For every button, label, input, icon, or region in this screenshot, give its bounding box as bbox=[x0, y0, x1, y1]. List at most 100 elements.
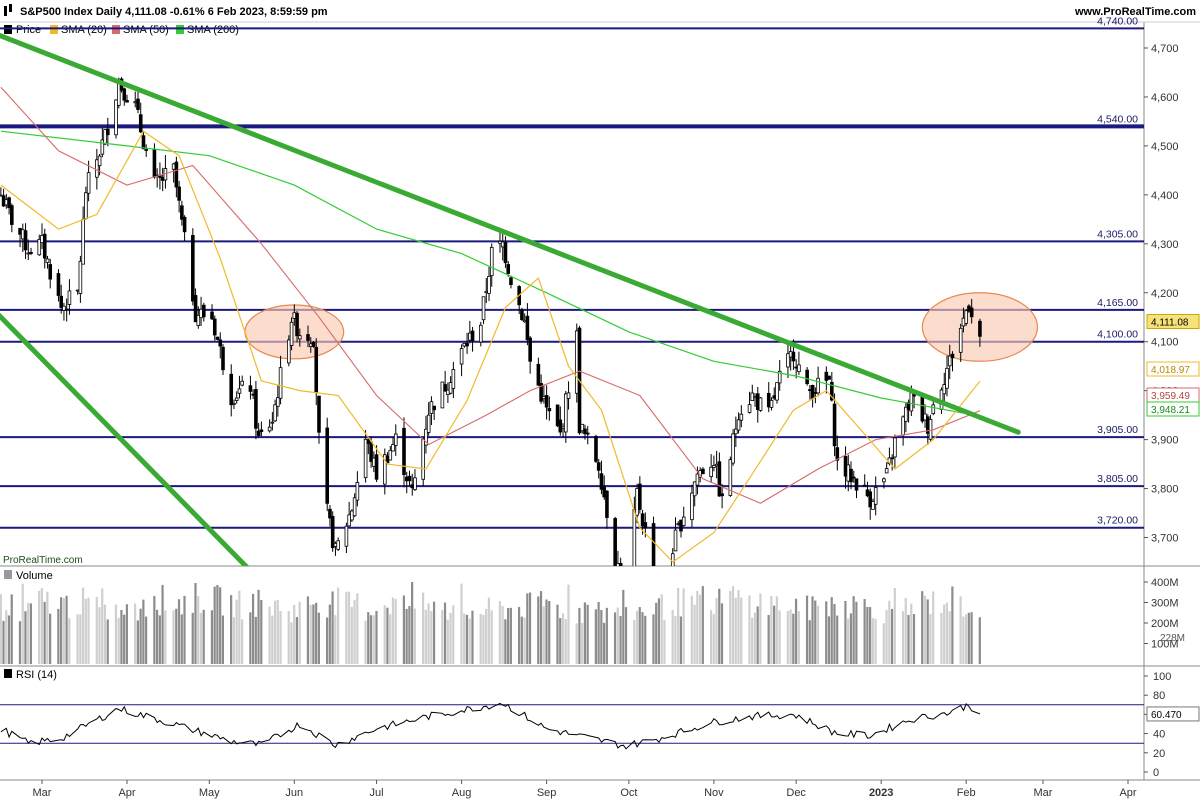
candle-body bbox=[827, 375, 831, 380]
site-url[interactable]: www.ProRealTime.com bbox=[1074, 6, 1196, 18]
volume-bar bbox=[240, 619, 244, 664]
volume-bar bbox=[594, 609, 597, 664]
candle-body bbox=[426, 414, 431, 433]
candle-body bbox=[229, 373, 234, 406]
candle-body bbox=[558, 419, 563, 433]
volume-bar bbox=[134, 603, 137, 664]
volume-tick-label: 300M bbox=[1151, 598, 1179, 610]
volume-bar bbox=[191, 612, 194, 664]
volume-bar bbox=[312, 604, 315, 664]
candle-body bbox=[622, 578, 625, 579]
volume-bar bbox=[194, 583, 197, 664]
volume-bar bbox=[600, 609, 603, 664]
trendline bbox=[0, 32, 1021, 435]
volume-bar bbox=[175, 608, 178, 664]
month-tick-label: Mar bbox=[33, 787, 52, 799]
panel-frames bbox=[0, 21, 1200, 781]
volume-bar bbox=[740, 597, 743, 664]
candle-body bbox=[470, 330, 475, 342]
candle-body bbox=[210, 311, 214, 320]
volume-bar bbox=[0, 594, 2, 664]
volume-bar bbox=[235, 599, 238, 664]
candle-body bbox=[596, 462, 601, 471]
volume-bar bbox=[624, 607, 628, 664]
volume-bar bbox=[849, 613, 853, 664]
volume-bar bbox=[825, 601, 828, 664]
volume-bar bbox=[827, 616, 831, 664]
volume-bar bbox=[910, 603, 913, 664]
volume-bar bbox=[260, 600, 263, 664]
volume-bar bbox=[830, 597, 833, 664]
legend-volume: Volume bbox=[16, 570, 53, 582]
volume-bar bbox=[411, 581, 414, 664]
candle-body bbox=[942, 384, 947, 395]
volume-bar bbox=[682, 588, 685, 664]
volume-bar bbox=[792, 613, 795, 664]
candle-body bbox=[509, 277, 513, 285]
level-label: 3,905.00 bbox=[1097, 424, 1138, 436]
candle-body bbox=[478, 324, 483, 343]
volume-bar bbox=[367, 612, 370, 664]
candle-body bbox=[297, 335, 302, 340]
candle-body bbox=[86, 172, 91, 194]
candle-body bbox=[289, 321, 294, 346]
level-label: 4,305.00 bbox=[1097, 228, 1138, 240]
volume-bar bbox=[38, 590, 41, 664]
candle-body bbox=[854, 478, 859, 491]
volume-bar bbox=[539, 591, 543, 664]
volume-bar bbox=[101, 588, 104, 664]
volume-bar bbox=[794, 598, 798, 664]
candle-body bbox=[45, 258, 50, 263]
volume-bar bbox=[583, 602, 586, 664]
volume-bar bbox=[273, 600, 277, 664]
volume-bar bbox=[81, 587, 85, 664]
volume-bar bbox=[117, 617, 120, 664]
rsi-tick-label: 100 bbox=[1153, 671, 1171, 683]
volume-bar bbox=[424, 609, 427, 664]
volume-bar bbox=[888, 600, 891, 664]
sma50-value-badge: 3,959.49 bbox=[1146, 387, 1200, 403]
volume-bar bbox=[197, 596, 200, 664]
month-tick-label: May bbox=[199, 787, 220, 799]
candle-body bbox=[191, 235, 195, 302]
sma200-value-badge-box bbox=[1146, 401, 1200, 417]
month-tick-label: Oct bbox=[620, 787, 637, 799]
candle-body bbox=[424, 428, 428, 446]
candle-body bbox=[278, 367, 283, 399]
candle-body bbox=[180, 205, 184, 220]
candle-body bbox=[138, 114, 143, 133]
last-price-badge: 4,111.08 bbox=[1146, 314, 1200, 329]
candle-body bbox=[7, 197, 11, 209]
candle-body bbox=[978, 320, 982, 337]
volume-bar bbox=[449, 612, 452, 664]
candle-body bbox=[388, 449, 393, 461]
volume-bar bbox=[430, 611, 433, 664]
volume-bar bbox=[731, 586, 735, 664]
volume-bar bbox=[619, 616, 622, 664]
candle-body bbox=[663, 578, 666, 579]
candle-body bbox=[810, 384, 815, 399]
volume-bar bbox=[504, 619, 507, 664]
volume-bar bbox=[125, 604, 129, 664]
volume-bar bbox=[753, 612, 757, 664]
volume-bar bbox=[948, 611, 951, 664]
volume-bar bbox=[427, 603, 430, 664]
candle-body bbox=[487, 276, 491, 294]
volume-bar bbox=[57, 608, 60, 664]
volume-bar bbox=[279, 611, 282, 664]
month-tick-label: Aug bbox=[452, 787, 472, 799]
candle-body bbox=[884, 468, 889, 474]
volume-bar bbox=[528, 592, 532, 664]
volume-bar bbox=[7, 615, 11, 664]
legend-rsi: RSI (14) bbox=[16, 669, 57, 681]
volume-bar bbox=[715, 598, 718, 664]
candle-body bbox=[287, 339, 291, 364]
candle-body bbox=[525, 315, 530, 341]
rsi-legend: RSI (14) bbox=[4, 669, 57, 681]
candle-body bbox=[849, 468, 853, 483]
candle-body bbox=[248, 385, 253, 392]
volume-bar bbox=[921, 591, 924, 664]
price-tick-label: 4,500 bbox=[1151, 141, 1179, 153]
volume-bar bbox=[183, 595, 186, 664]
